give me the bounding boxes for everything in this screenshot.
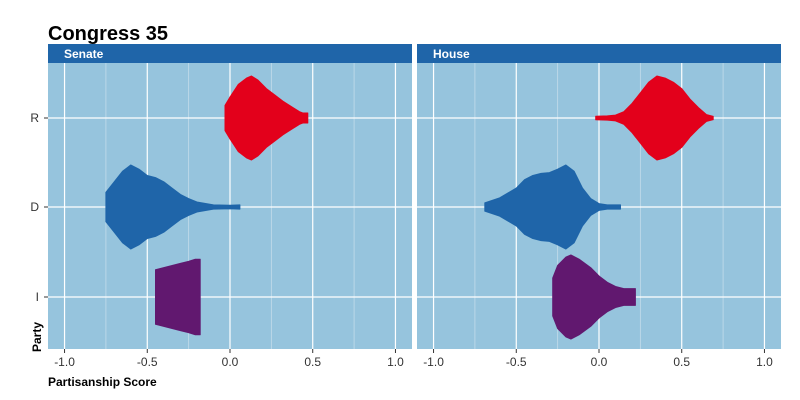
y-axis-title: Party bbox=[30, 322, 44, 352]
violin-r-house bbox=[595, 75, 714, 161]
x-tick-label: 0.0 bbox=[591, 355, 608, 369]
violin-i-senate bbox=[155, 258, 201, 336]
violin-d-house bbox=[484, 164, 621, 250]
strip-house bbox=[417, 44, 781, 63]
x-tick-label: 1.0 bbox=[756, 355, 773, 369]
x-axis-title: Partisanship Score bbox=[48, 375, 157, 389]
strip-label-house: House bbox=[433, 47, 470, 61]
x-tick-label: -1.0 bbox=[423, 355, 444, 369]
x-tick-label: -0.5 bbox=[137, 355, 158, 369]
x-tick-label: -1.0 bbox=[54, 355, 75, 369]
x-tick-label: 0.0 bbox=[222, 355, 239, 369]
panel-senate: Senate -1.0 -0.5 0.0 0.5 1.0 R D I bbox=[30, 44, 412, 369]
violin-d-senate bbox=[105, 164, 241, 250]
x-tick-label: -0.5 bbox=[506, 355, 527, 369]
strip-label-senate: Senate bbox=[64, 47, 104, 61]
strip-senate bbox=[48, 44, 412, 63]
x-tick-label: 0.5 bbox=[304, 355, 321, 369]
x-tick-label: 1.0 bbox=[387, 355, 404, 369]
violin-r-senate bbox=[224, 75, 309, 161]
chart-panels: Senate -1.0 -0.5 0.0 0.5 1.0 R D I House -1.0 -0.5 0… bbox=[30, 44, 781, 369]
violin-i-house bbox=[552, 254, 636, 340]
y-tick-label-d: D bbox=[30, 200, 39, 214]
y-tick-label-i: I bbox=[36, 290, 39, 304]
panel-house: House -1.0 -0.5 0.0 0.5 1.0 bbox=[417, 44, 781, 369]
x-tick-label: 0.5 bbox=[673, 355, 690, 369]
chart-title: Congress 35 bbox=[48, 23, 168, 45]
y-tick-label-r: R bbox=[30, 111, 39, 125]
